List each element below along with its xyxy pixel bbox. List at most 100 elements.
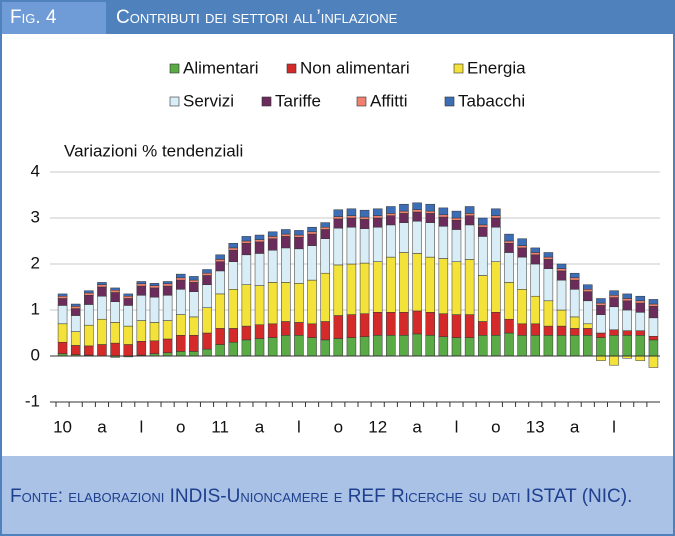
bar-segment (241, 236, 252, 242)
bar-segment (333, 216, 344, 220)
bar-segment (491, 217, 501, 228)
bar-segment (451, 210, 462, 219)
bar-segment (57, 295, 68, 299)
bar-segment (320, 272, 330, 322)
bar-segment (294, 248, 304, 284)
bar-segment (386, 213, 396, 216)
bar-segment (175, 277, 186, 281)
bar-segment (438, 336, 449, 357)
bar-segment (202, 332, 212, 350)
bar-segment (583, 328, 593, 336)
bar-segment (136, 283, 147, 287)
bar-segment (386, 256, 396, 313)
bar-segment (307, 245, 317, 281)
bar-segment (609, 306, 619, 331)
bar-segment (583, 291, 593, 302)
bar-segment (425, 335, 435, 357)
y-tick-label: -1 (25, 391, 40, 410)
bar-segment (359, 228, 370, 264)
bar-segment (543, 259, 554, 269)
bar-segment (622, 330, 632, 336)
bar-segment (136, 320, 147, 342)
bar-segment (412, 211, 422, 222)
bar-segment (189, 291, 199, 318)
bar-segment (175, 351, 186, 357)
bar-segment (84, 345, 94, 356)
x-tick-label: 13 (526, 417, 545, 436)
bar-segment (359, 313, 370, 337)
bar-segment (57, 293, 68, 297)
bar-segment (622, 335, 632, 357)
bar-segment (189, 351, 199, 357)
y-tick-label: 4 (31, 161, 40, 180)
y-tick-label: 1 (31, 299, 40, 318)
x-tick-label: a (570, 417, 580, 436)
bar-segment (530, 252, 541, 256)
bar-segment (175, 273, 186, 279)
x-tick-label: l (612, 417, 616, 436)
legend-label: Servizi (183, 91, 234, 110)
bar-segment (583, 284, 593, 290)
bar-segment (202, 284, 212, 308)
bar-segment (451, 337, 462, 357)
bar-segment (491, 261, 501, 313)
bar-segment (241, 240, 252, 244)
bar-segment (517, 245, 527, 249)
bar-segment (596, 305, 606, 315)
bar-segment (346, 208, 357, 216)
bar-segment (491, 226, 501, 262)
bar-segment (215, 344, 225, 357)
bar-segment (412, 202, 422, 210)
bar-segment (609, 335, 619, 357)
bar-segment (123, 293, 133, 297)
bar-segment (648, 303, 659, 307)
legend-swatch (169, 96, 180, 107)
bar-segment (648, 299, 659, 305)
bar-segment (175, 279, 186, 290)
bar-segment (648, 355, 659, 368)
bar-segment (359, 219, 370, 229)
bar-segment (477, 217, 488, 226)
bar-segment (333, 315, 344, 339)
bar-segment (110, 292, 120, 302)
bar-segment (609, 297, 619, 308)
y-tick-label: 0 (31, 345, 40, 364)
bar-segment (543, 335, 554, 357)
bar-segment (399, 252, 409, 313)
bar-segment (84, 295, 94, 305)
bar-segment (451, 220, 462, 230)
y-tick-label: 3 (31, 207, 40, 226)
bar-segment (530, 295, 541, 325)
x-tick-label: o (334, 417, 343, 436)
bar-segment (241, 254, 252, 285)
bar-segment (622, 293, 632, 299)
bar-segment (281, 229, 291, 235)
legend-label: Alimentari (183, 58, 259, 77)
bar-segment (517, 256, 527, 290)
bar-segment (517, 323, 527, 336)
bar-segment (491, 335, 501, 357)
bar-segment (267, 337, 278, 357)
bar-segment (399, 213, 409, 223)
bar-segment (412, 333, 422, 357)
bar-segment (399, 210, 409, 214)
bar-segment (372, 335, 383, 357)
bar-segment (189, 316, 199, 336)
bar-segment (635, 295, 646, 302)
header: Fig. 4 Contributi dei settori all’inflaz… (2, 2, 673, 34)
legend-label: Non alimentari (300, 58, 410, 77)
bar-segment (425, 210, 435, 214)
bar-segment (149, 285, 160, 289)
bar-segment (386, 335, 396, 357)
x-tick-label: a (412, 417, 422, 436)
bar-segment (648, 306, 659, 319)
bar-segment (149, 287, 160, 298)
bar-segment (438, 313, 449, 337)
bar-segment (228, 247, 239, 251)
bar-segment (412, 220, 422, 254)
bar-segment (228, 249, 239, 262)
bar-segment (530, 247, 541, 253)
bar-segment (320, 339, 330, 357)
bar-segment (438, 226, 449, 259)
bar-segment (425, 213, 435, 223)
